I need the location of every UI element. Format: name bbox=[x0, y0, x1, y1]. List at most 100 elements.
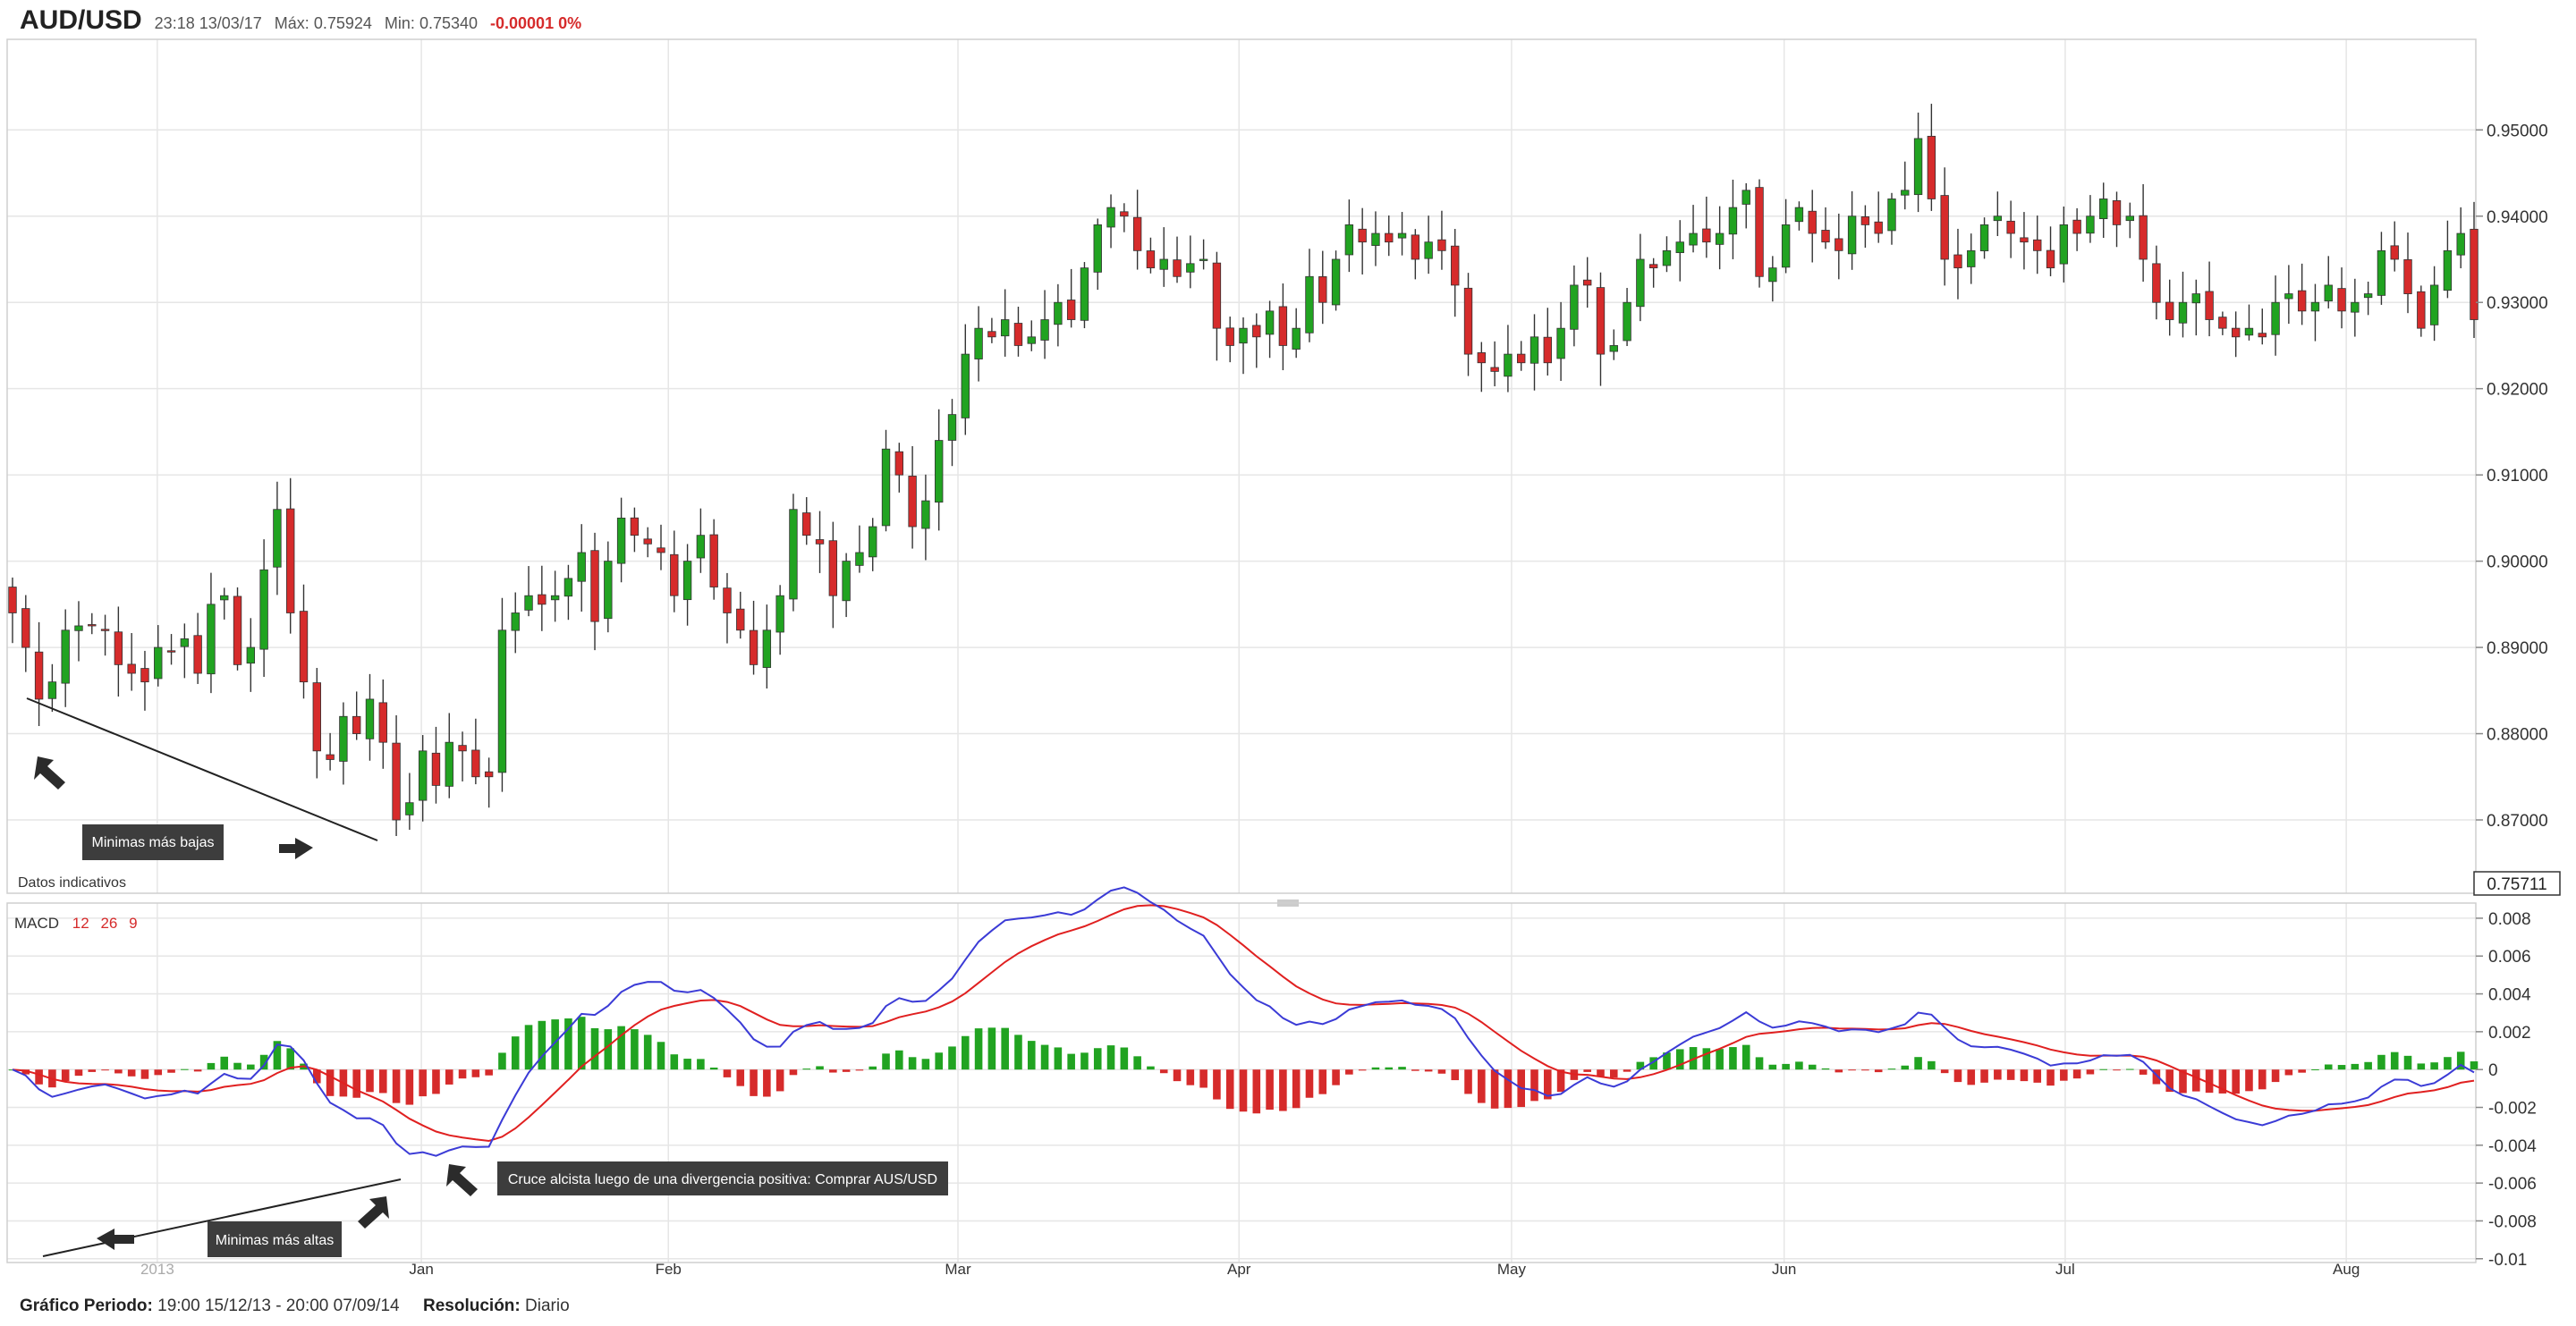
macd-hist-bar bbox=[829, 1069, 837, 1073]
candle bbox=[828, 521, 838, 629]
candle bbox=[2443, 220, 2453, 299]
macd-hist-bar bbox=[590, 1027, 599, 1070]
candle bbox=[418, 735, 428, 822]
macd-hist-bar bbox=[736, 1069, 745, 1086]
macd-hist-bar bbox=[908, 1057, 917, 1070]
candle bbox=[987, 317, 996, 343]
macd-hist-bar bbox=[2298, 1069, 2306, 1073]
signal-line bbox=[12, 904, 2475, 1143]
candle bbox=[1066, 268, 1076, 328]
candle bbox=[630, 507, 640, 553]
macd-hist-bar bbox=[326, 1069, 335, 1096]
macd-hist-bar bbox=[789, 1069, 798, 1076]
macd-hist-bar bbox=[2403, 1055, 2412, 1070]
candle bbox=[947, 399, 957, 467]
macd-hist-bar bbox=[775, 1069, 784, 1092]
candle bbox=[1027, 320, 1036, 351]
candle bbox=[1543, 308, 1552, 376]
price-grid bbox=[7, 39, 2476, 893]
candle bbox=[1967, 233, 1976, 284]
candle bbox=[815, 511, 825, 573]
candle bbox=[1662, 236, 1672, 273]
macd-hist-bar bbox=[1623, 1069, 1631, 1072]
candle bbox=[1794, 201, 1804, 231]
macd-hist-bar bbox=[419, 1069, 427, 1097]
macd-param-signal: 9 bbox=[129, 915, 137, 932]
macd-hist-bar bbox=[485, 1069, 493, 1076]
time-tick-4: Apr bbox=[1227, 1261, 1251, 1278]
macd-hist-bar bbox=[617, 1026, 625, 1070]
macd-hist-bar bbox=[1173, 1069, 1182, 1082]
macd-hist-bar bbox=[2033, 1069, 2042, 1083]
candle bbox=[2337, 267, 2346, 329]
macd-hist-bar bbox=[1040, 1044, 1049, 1070]
macd-hist-bar bbox=[1901, 1065, 1910, 1070]
candle bbox=[1689, 205, 1698, 253]
candle bbox=[273, 481, 282, 595]
candle bbox=[1556, 301, 1565, 381]
candle bbox=[352, 691, 361, 740]
min-value: 0.75340 bbox=[419, 14, 479, 32]
candle bbox=[2351, 278, 2360, 337]
macd-hist-bar bbox=[1556, 1069, 1565, 1093]
candle bbox=[1741, 182, 1750, 229]
chart-footer: Gráfico Periodo: 19:00 15/12/13 - 20:00 … bbox=[20, 1296, 570, 1316]
macd-hist-bar bbox=[220, 1056, 229, 1070]
candle bbox=[233, 587, 242, 671]
macd-hist-bar bbox=[101, 1069, 109, 1071]
candle bbox=[2390, 221, 2399, 272]
macd-hist-bar bbox=[1729, 1047, 1737, 1070]
candle bbox=[365, 673, 375, 761]
macd-hist-bar bbox=[750, 1069, 758, 1096]
macd-hist-bar bbox=[1953, 1069, 1962, 1083]
macd-hist-bar bbox=[193, 1069, 202, 1072]
candle bbox=[1648, 258, 1658, 288]
price-ytick-7: 0.94000 bbox=[2487, 208, 2548, 227]
candle bbox=[180, 623, 190, 679]
macd-hist-bar bbox=[207, 1062, 216, 1070]
macd-hist-bar bbox=[21, 1069, 30, 1075]
candle bbox=[259, 539, 268, 677]
macd-hist-bar bbox=[564, 1018, 572, 1070]
macd-hist-bar bbox=[88, 1069, 97, 1072]
candle bbox=[1887, 192, 1896, 245]
macd-hist-bar bbox=[1914, 1057, 1922, 1070]
candle bbox=[1927, 104, 1936, 211]
header-change: -0.00001 0% bbox=[490, 14, 581, 33]
candle bbox=[908, 446, 917, 549]
macd-hist-bar bbox=[2245, 1069, 2253, 1092]
macd-ytick-3: 0.002 bbox=[2488, 1024, 2531, 1043]
candle bbox=[2258, 308, 2267, 345]
macd-hist-bar bbox=[697, 1059, 705, 1070]
macd-hist-bar bbox=[1675, 1049, 1684, 1070]
candle bbox=[1146, 237, 1156, 274]
macd-hist-bar bbox=[74, 1069, 83, 1077]
candle bbox=[1821, 207, 1830, 249]
candle bbox=[1517, 341, 1526, 371]
macd-hist-bar bbox=[1027, 1041, 1036, 1070]
macd-hist-bar bbox=[2060, 1069, 2068, 1081]
macd-hist-bar bbox=[604, 1029, 613, 1070]
candle bbox=[2006, 200, 2015, 258]
candle bbox=[974, 306, 983, 382]
period-label: Gráfico Periodo: bbox=[20, 1296, 153, 1315]
candle bbox=[100, 614, 110, 656]
candle bbox=[2403, 232, 2412, 314]
candle bbox=[286, 477, 295, 634]
candle bbox=[1860, 205, 1870, 249]
candle bbox=[1530, 314, 1539, 391]
candle bbox=[1225, 317, 1234, 363]
macd-hist-bar bbox=[352, 1069, 360, 1098]
macd-hist-bar bbox=[895, 1050, 903, 1070]
macd-hist-bar bbox=[577, 1017, 586, 1070]
macd-hist-bar bbox=[2113, 1069, 2121, 1071]
time-tick-5: May bbox=[1497, 1261, 1527, 1278]
candle bbox=[1582, 257, 1592, 308]
candle bbox=[339, 702, 348, 785]
candle bbox=[299, 584, 309, 699]
macd-hist-bar bbox=[1398, 1067, 1406, 1070]
macd-hist-bar bbox=[313, 1069, 321, 1084]
macd-hist-bar bbox=[471, 1069, 480, 1077]
macd-hist-bar bbox=[432, 1069, 440, 1094]
candle bbox=[564, 564, 573, 621]
